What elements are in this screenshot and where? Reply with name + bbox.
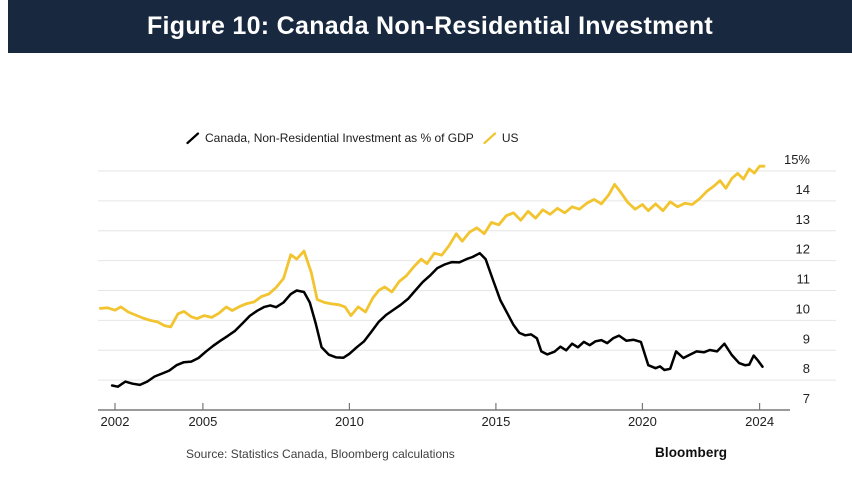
x-tick-label-2010: 2010 xyxy=(335,414,364,429)
legend-label-canada: Canada, Non-Residential Investment as % … xyxy=(205,131,474,145)
y-tick-label-7: 7 xyxy=(803,391,810,406)
x-tick-label-2020: 2020 xyxy=(628,414,657,429)
y-tick-label-8: 8 xyxy=(803,361,810,376)
y-tick-label-12: 12 xyxy=(796,242,810,257)
figure-title-bar: Figure 10: Canada Non-Residential Invest… xyxy=(8,0,852,53)
source-note: Source: Statistics Canada, Bloomberg cal… xyxy=(186,447,455,461)
us-line-swatch-icon xyxy=(483,131,496,144)
x-tick-label-2005: 2005 xyxy=(188,414,217,429)
canada-line xyxy=(110,251,764,388)
y-tick-label-9: 9 xyxy=(803,331,810,346)
y-tick-label-14: 14 xyxy=(796,182,810,197)
legend-item-us: US xyxy=(483,131,519,145)
y-tick-label-15: 15% xyxy=(784,152,810,167)
y-tick-label-10: 10 xyxy=(796,301,810,316)
chart-legend: Canada, Non-Residential Investment as % … xyxy=(186,131,518,145)
legend-item-canada: Canada, Non-Residential Investment as % … xyxy=(186,131,474,145)
canada-line-swatch-icon xyxy=(186,131,200,144)
x-tick-label-2002: 2002 xyxy=(101,414,130,429)
bloomberg-logo: Bloomberg xyxy=(655,445,728,460)
y-tick-label-11: 11 xyxy=(797,272,811,287)
legend-label-us: US xyxy=(501,131,519,145)
us-line xyxy=(98,164,766,329)
x-tick-label-2015: 2015 xyxy=(481,414,510,429)
x-tick-label-2024: 2024 xyxy=(745,414,774,429)
y-tick-label-13: 13 xyxy=(796,212,810,227)
figure-title: Figure 10: Canada Non-Residential Invest… xyxy=(146,12,714,40)
